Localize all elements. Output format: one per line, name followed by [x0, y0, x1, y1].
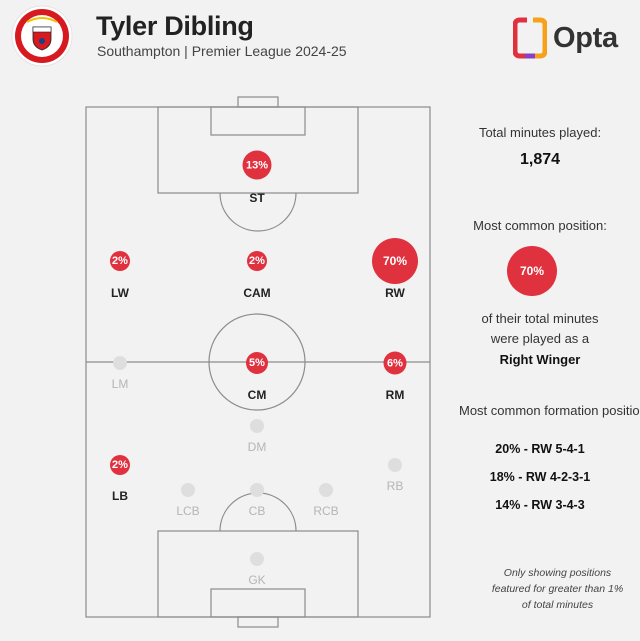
position-name: Right Winger	[499, 352, 581, 367]
position-dot-gk	[250, 552, 264, 566]
position-label-st: ST	[249, 191, 265, 205]
position-label-rcb: RCB	[313, 504, 339, 518]
position-label-cam: CAM	[243, 286, 271, 300]
opta-logo: Opta	[513, 16, 618, 60]
position-label-gk: GK	[248, 573, 266, 587]
position-dot-lw: 2%	[110, 251, 130, 271]
position-desc-line-1: of their total minutes	[481, 311, 599, 326]
position-dot-cam: 2%	[247, 251, 267, 271]
team-season-subtitle: Southampton | Premier League 2024-25	[97, 43, 347, 59]
position-label: Most common position:	[473, 218, 607, 233]
position-label-lb: LB	[112, 489, 128, 503]
position-dot-rw: 70%	[372, 238, 418, 284]
minutes-label: Total minutes played:	[478, 125, 602, 140]
position-dot-cm: 5%	[246, 352, 268, 374]
position-label-rw: RW	[385, 286, 405, 300]
opta-wordmark: Opta	[553, 21, 618, 54]
position-label-cm: CM	[247, 388, 267, 402]
formation-item-3: 14% - RW 3-4-3	[495, 498, 585, 512]
most-common-position-dot: 70%	[507, 246, 557, 296]
position-dot-lm	[113, 356, 127, 370]
position-dot-lcb	[181, 483, 195, 497]
position-label-rb: RB	[386, 479, 404, 493]
opta-bracket-icon	[513, 17, 547, 59]
position-dot-cb	[250, 483, 264, 497]
position-desc-line-2: were played as a	[490, 331, 590, 346]
position-label-cb: CB	[248, 504, 266, 518]
position-dot-rb	[388, 458, 402, 472]
player-name: Tyler Dibling	[96, 11, 254, 41]
position-label-rm: RM	[385, 388, 405, 402]
position-dot-rm: 6%	[383, 351, 407, 375]
position-dot-lb: 2%	[110, 455, 130, 475]
formation-item-1: 20% - RW 5-4-1	[495, 442, 585, 456]
position-label-dm: DM	[247, 440, 267, 454]
position-label-lcb: LCB	[176, 504, 200, 518]
footnote: Only showing positions featured for grea…	[491, 567, 624, 611]
formation-label: Most common formation position:	[459, 403, 640, 418]
minutes-value: 1,874	[519, 151, 561, 168]
position-dot-st: 13%	[242, 150, 272, 180]
position-label-lw: LW	[111, 286, 129, 300]
club-crest-logo	[11, 5, 73, 67]
position-label-lm: LM	[111, 377, 129, 391]
position-dot-dm	[250, 419, 264, 433]
position-dot-rcb	[319, 483, 333, 497]
formation-item-2: 18% - RW 4-2-3-1	[489, 470, 591, 484]
